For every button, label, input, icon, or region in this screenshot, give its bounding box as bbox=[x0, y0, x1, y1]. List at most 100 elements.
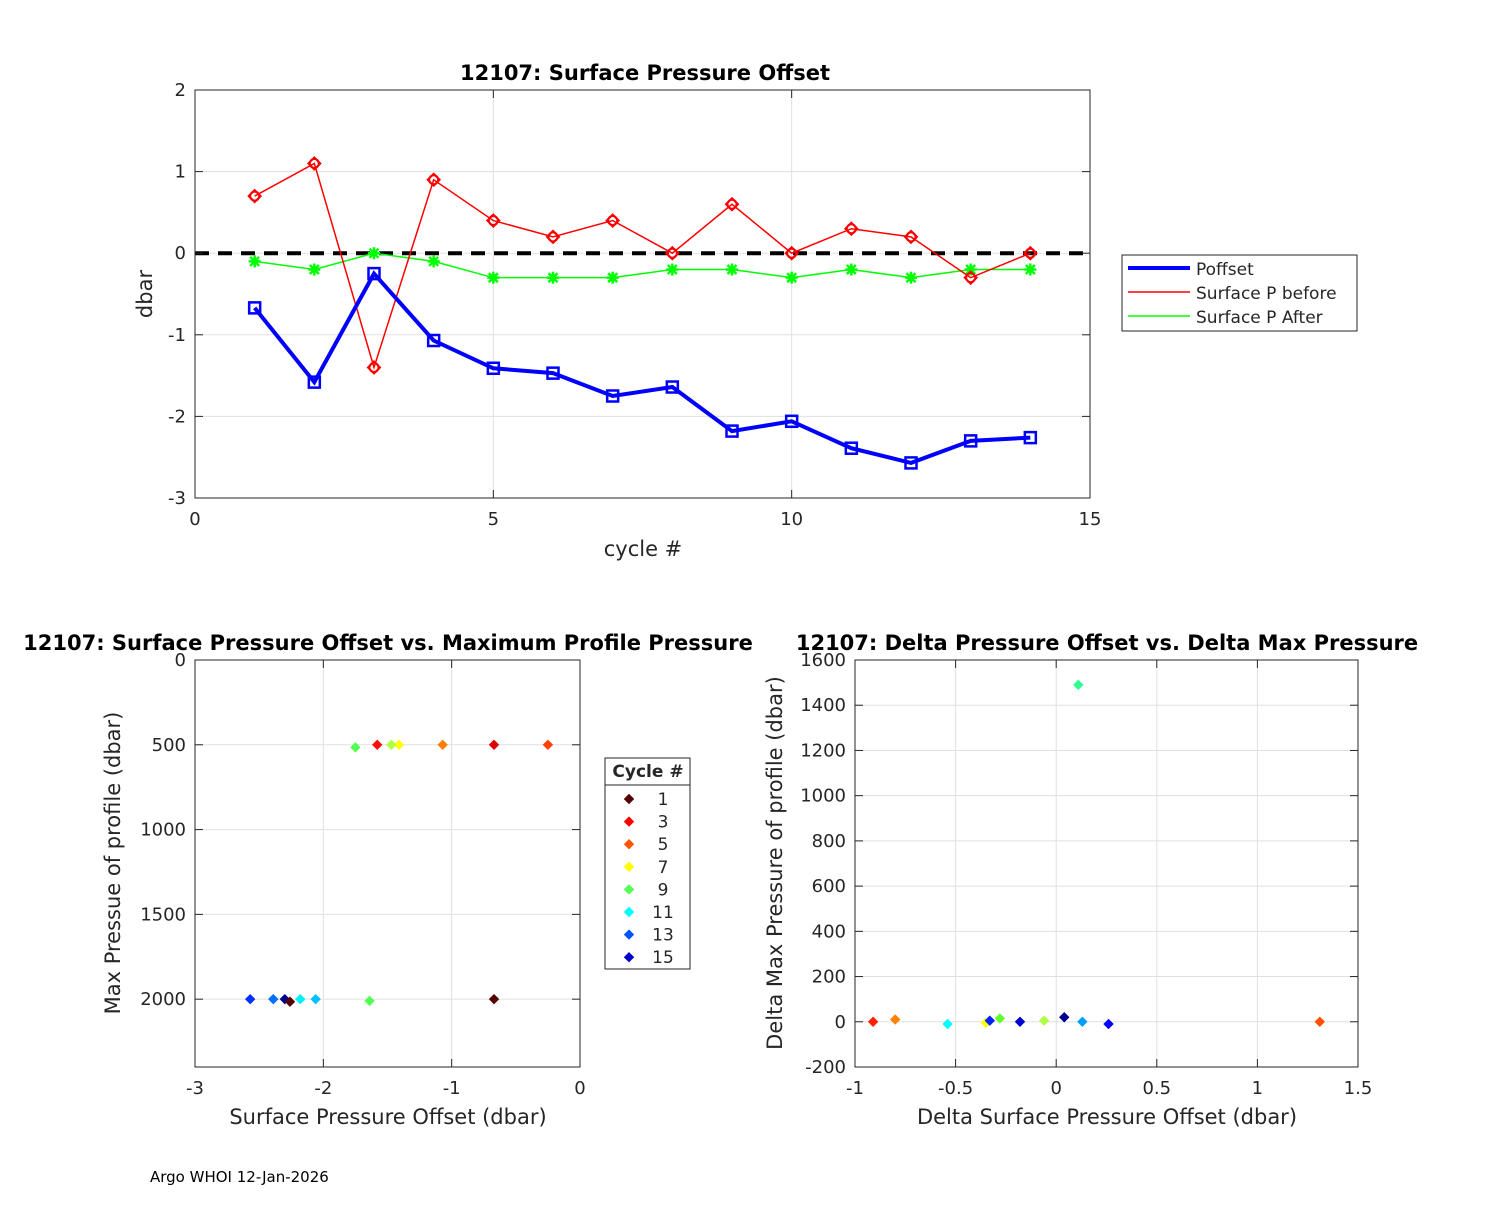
star-stroke bbox=[905, 272, 917, 284]
cycle-legend-label: 13 bbox=[652, 926, 674, 946]
scatter-point bbox=[310, 993, 321, 1005]
scatter-point bbox=[994, 1013, 1006, 1024]
star-stroke bbox=[249, 255, 261, 267]
chart2-ytick-label: 0 bbox=[175, 650, 186, 671]
scatter-point bbox=[1073, 679, 1084, 691]
chart3-ytick-label: 200 bbox=[812, 967, 846, 988]
chart2-ytick-label: 2000 bbox=[140, 989, 186, 1010]
chart3-points bbox=[867, 679, 1325, 1030]
chart2-ytick-label: 1000 bbox=[140, 820, 186, 841]
surface-p-after-point bbox=[248, 255, 261, 268]
poffset-point bbox=[367, 266, 381, 281]
scatter-point bbox=[942, 1018, 953, 1030]
surface-p-after-point bbox=[308, 263, 321, 276]
chart3-ytick-label: 1200 bbox=[800, 740, 846, 761]
chart3-ytick-label: 1600 bbox=[800, 650, 846, 671]
chart1-xtick-label: 10 bbox=[780, 509, 803, 530]
chart2-ytick-label: 500 bbox=[152, 735, 186, 756]
chart3-title: 12107: Delta Pressure Offset vs. Delta M… bbox=[796, 631, 1418, 655]
surface-p-before-point-ring bbox=[607, 215, 619, 227]
surface-p-after-point bbox=[1024, 263, 1037, 276]
surface-p-before-point-ring bbox=[726, 198, 738, 210]
scatter-point bbox=[542, 739, 554, 750]
surface-p-after-point bbox=[905, 271, 917, 284]
star-stroke bbox=[666, 264, 678, 275]
chart3-xtick-label: 0.5 bbox=[1142, 1078, 1171, 1099]
scatter-point bbox=[1059, 1012, 1070, 1023]
chart1-ticks: 0 5 10 15 -3 -2 -1 0 1 2 bbox=[168, 80, 1101, 530]
series-line-surface-p-after bbox=[254, 252, 1031, 279]
chart3-ticks: -1 -0.5 0 0.5 1 1.5 -200 0 200 400 600 800 1000 1200 1… bbox=[800, 650, 1372, 1099]
surface-p-after-point bbox=[845, 263, 858, 276]
star-stroke bbox=[547, 272, 559, 284]
chart2-ylabel: Max Pressue of profile (dbar) bbox=[101, 712, 125, 1015]
cycle-legend-marker bbox=[623, 929, 635, 940]
chart3-ytick-label: 1000 bbox=[800, 786, 846, 807]
scatter-point bbox=[437, 739, 448, 750]
surface-p-after-point bbox=[964, 263, 977, 276]
scatter-point bbox=[1014, 1016, 1026, 1027]
surface-p-before-point-ring bbox=[1024, 247, 1036, 259]
chart3-ylabel: Delta Max Pressure of profile (dbar) bbox=[763, 676, 787, 1050]
star-stroke bbox=[487, 272, 499, 284]
chart1-ytick-label: -3 bbox=[168, 488, 186, 509]
surface-pressure-offset-chart: 0 5 10 15 -3 -2 -1 0 1 2 12107: Surface Pressure … bbox=[133, 61, 1358, 561]
poffset-point bbox=[665, 380, 680, 394]
surface-p-after-point bbox=[427, 255, 440, 268]
surface-p-before-point-ring bbox=[368, 361, 380, 373]
chart2-points bbox=[244, 739, 554, 1007]
star-stroke bbox=[368, 247, 380, 259]
chart3-grid bbox=[855, 660, 1358, 1067]
star-stroke bbox=[965, 264, 977, 275]
chart2-grid bbox=[195, 660, 580, 1067]
surface-p-before-point-ring bbox=[965, 272, 977, 284]
chart2-xtick-label: 0 bbox=[574, 1078, 585, 1099]
cycle-legend-label: 1 bbox=[658, 790, 669, 810]
chart1-ytick-label: 0 bbox=[175, 243, 186, 264]
delta-offset-vs-delta-max-chart: -1 -0.5 0 0.5 1 1.5 -200 0 200 400 600 800 1000 1200 1… bbox=[763, 631, 1418, 1129]
chart3-ytick-label: 1400 bbox=[800, 695, 846, 716]
poffset-point bbox=[784, 414, 799, 429]
scatter-point bbox=[284, 996, 296, 1007]
chart1-series bbox=[195, 156, 1090, 470]
scatter-point bbox=[372, 739, 383, 750]
scatter-point bbox=[1038, 1015, 1050, 1026]
chart1-grid bbox=[195, 90, 1090, 498]
chart3-xtick-label: -0.5 bbox=[938, 1078, 973, 1099]
chart1-title: 12107: Surface Pressure Offset bbox=[460, 61, 830, 85]
poffset-point bbox=[546, 366, 560, 380]
cycle-legend-label: 11 bbox=[652, 903, 674, 923]
cycle-legend-marker bbox=[623, 838, 635, 850]
star-stroke bbox=[428, 255, 440, 267]
poffset-point bbox=[725, 424, 739, 438]
chart1-axes-box bbox=[194, 89, 1091, 499]
chart2-ticks: -3 -2 -1 0 0 500 1000 1500 2000 bbox=[140, 650, 586, 1099]
chart2-ytick-label: 1500 bbox=[140, 904, 186, 925]
cycle-legend-marker bbox=[623, 951, 635, 963]
cycle-legend-marker bbox=[623, 793, 635, 805]
scatter-point bbox=[488, 993, 500, 1005]
chart3-xtick-label: 0 bbox=[1050, 1078, 1061, 1099]
surface-p-before-point-ring bbox=[547, 231, 559, 243]
chart3-xlabel: Delta Surface Pressure Offset (dbar) bbox=[917, 1105, 1297, 1129]
chart1-xtick-label: 0 bbox=[189, 509, 200, 530]
cycle-legend-marker bbox=[623, 816, 635, 827]
surface-p-after-point bbox=[726, 263, 738, 276]
star-stroke bbox=[1024, 264, 1036, 275]
surface-p-before-point-ring bbox=[487, 215, 499, 227]
chart1-ytick-label: -1 bbox=[168, 325, 186, 346]
chart1-xtick-label: 5 bbox=[488, 509, 499, 530]
legend-poffset-label: Poffset bbox=[1196, 260, 1254, 280]
surface-p-before-point-ring bbox=[308, 157, 320, 169]
surface-p-before-point-ring bbox=[786, 247, 798, 259]
footer-credit: Argo WHOI 12-Jan-2026 bbox=[150, 1168, 329, 1186]
surface-p-after-point bbox=[666, 263, 679, 276]
surface-p-before-point-ring bbox=[249, 190, 261, 202]
chart1-legend: Poffset Surface P before Surface P After bbox=[1121, 254, 1358, 332]
chart3-axes-box bbox=[854, 659, 1359, 1068]
chart1-ytick-label: 2 bbox=[175, 80, 186, 101]
star-stroke bbox=[607, 272, 619, 284]
scatter-point bbox=[984, 1015, 996, 1026]
scatter-point bbox=[1077, 1016, 1088, 1027]
